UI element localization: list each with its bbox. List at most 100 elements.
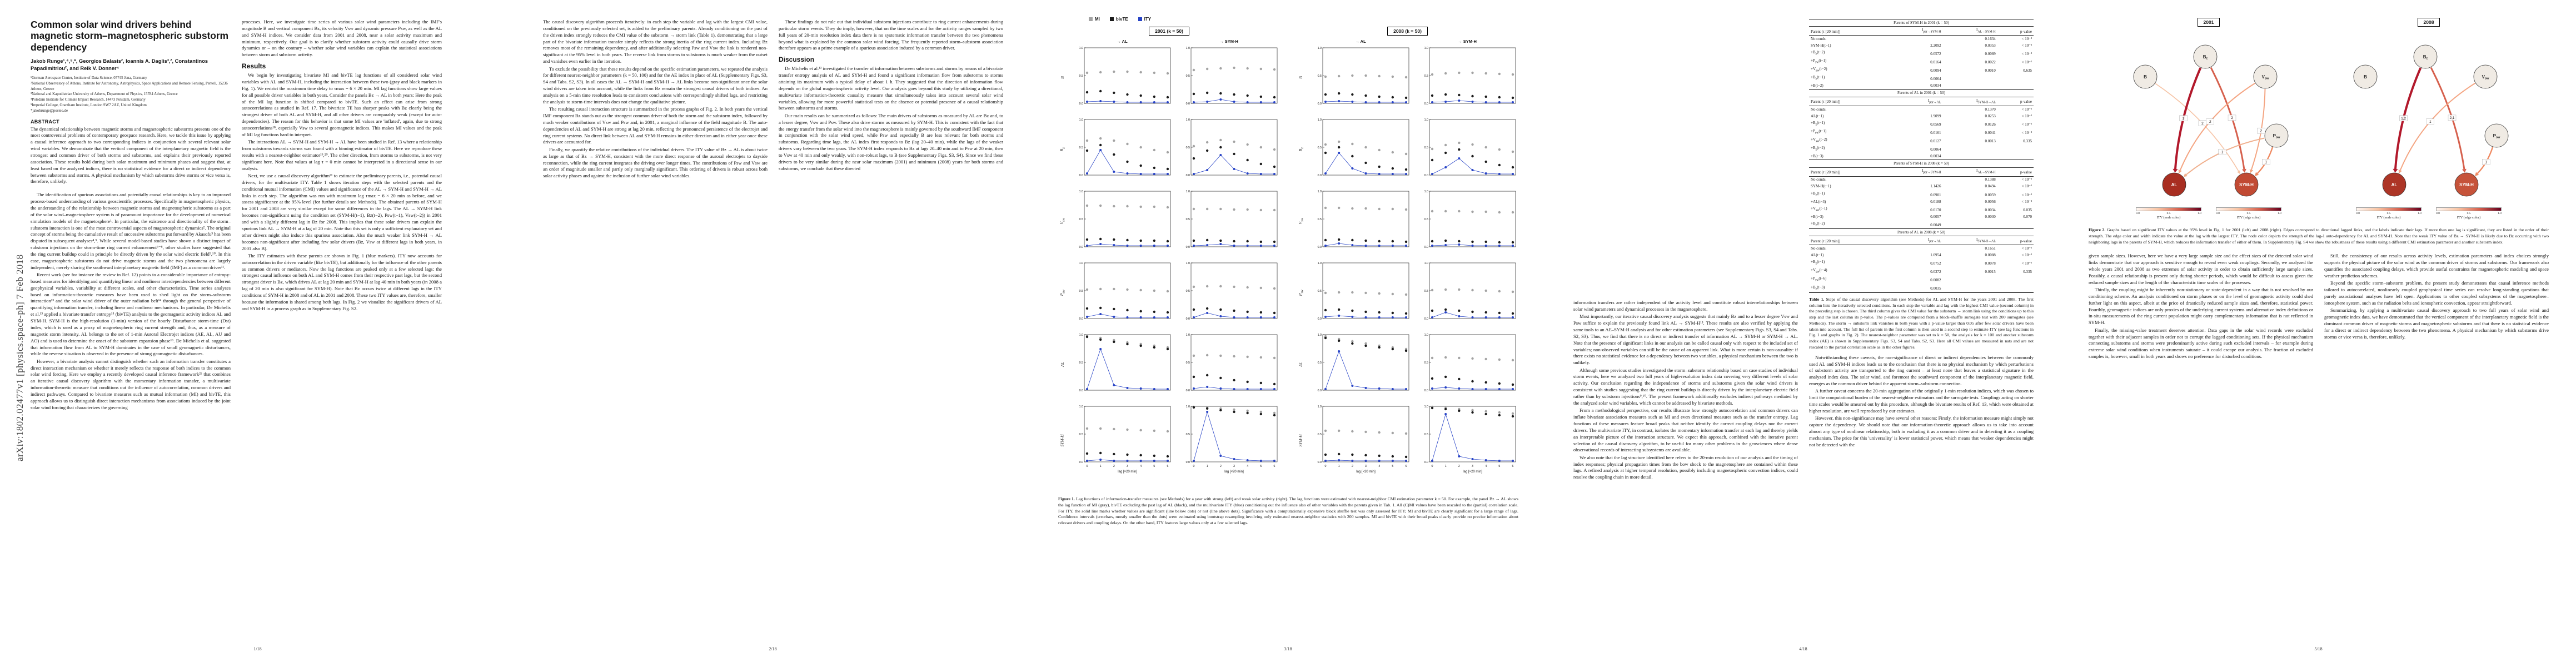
spacer [1058, 39, 1067, 44]
fig1-row-label: B [1060, 76, 1065, 79]
table-section-title: Parents of SYM-H in 2001 (k = 50) [1809, 18, 2034, 27]
affiliations: ¹German Aerospace Center, Institute of D… [31, 76, 231, 114]
table-row: SYM-H(t−1) 1.1426 0.0494 < 10⁻³ [1809, 183, 2034, 190]
page2-right-column: These findings do not rule out that indi… [779, 19, 1003, 181]
table-cell: 0.0010 [1985, 68, 1996, 73]
table-cell: 0.1388 [1985, 177, 1996, 182]
fig1-row-label: Vsw [1297, 217, 1304, 225]
fig1-panel-cell: 1.0 0.5 0.0 [1309, 188, 1412, 253]
svg-text:Psw: Psw [2493, 133, 2500, 140]
table-row: +Psw(t−1) 0.0164 0.0022 < 10⁻² [1809, 57, 2034, 66]
svg-text:0.5: 0.5 [1424, 146, 1428, 150]
svg-text:0.5: 0.5 [1079, 433, 1083, 436]
table-cell: 0.0494 [1985, 184, 1996, 189]
discussion-paragraphs: De Michelis et al.¹³ investigated the tr… [779, 66, 1003, 172]
colorbar-tick: 0.0 [2136, 212, 2140, 215]
table-cell: 0.035 [2023, 207, 2032, 212]
svg-text:lag [×20 min]: lag [×20 min] [1224, 470, 1244, 474]
page-2: The causal discovery algorithm proceeds … [515, 0, 1030, 667]
table-row: No conds. 0.1634 < 10⁻³ [1809, 36, 2034, 43]
fig1-panel: 1.0 0.5 0.0 0 1 2 3 4 5 6 lag [×20 min] [1424, 405, 1516, 474]
svg-text:0: 0 [1325, 465, 1327, 468]
body-paragraph: Thirdly, the coupling might be inherentl… [2089, 287, 2313, 326]
figure2-caption-text: Graphs based on significant ITY values a… [2089, 227, 2549, 245]
fig1-panel-cell: 1.0 0.5 0.0 [1178, 260, 1280, 325]
body-paragraph: The ITY estimates with these parents are… [242, 252, 442, 311]
fig1-panel: 1.0 0.5 0.0 [1424, 262, 1516, 321]
table-cell [1942, 284, 1997, 293]
colorbar-label: ITY (edge color) [2457, 216, 2481, 220]
table-cell: +Vsw(t−2) [1811, 137, 1827, 143]
svg-text:Bz: Bz [2203, 54, 2208, 61]
page-number: 2/18 [769, 646, 777, 651]
legend-swatch [1089, 17, 1093, 21]
table-cell: AL(t−1) [1811, 113, 1824, 118]
table-cell: 0.0126 [1985, 122, 1996, 127]
page2-left-column: The causal discovery algorithm proceeds … [543, 19, 768, 181]
table-cell: +Bz(t−2) [1811, 221, 1825, 227]
fig1-panel: 1.0 0.5 0.0 [1318, 262, 1409, 321]
table-cell: < 10⁻³ [2021, 43, 2032, 48]
table-cell: SYM-H(t−1) [1811, 43, 1831, 48]
legend-swatch [1138, 17, 1142, 21]
svg-text:6: 6 [1167, 465, 1169, 468]
svg-text:1.0: 1.0 [1318, 190, 1322, 193]
table-cell: 0.0188 [1930, 199, 1941, 204]
abstract-heading: ABSTRACT [31, 118, 59, 125]
table-cell [1942, 276, 1997, 284]
table-cell [1942, 220, 1997, 229]
table-cell: 0.0078 [1985, 261, 1996, 266]
svg-text:1.0: 1.0 [1079, 118, 1083, 122]
colorbar-tick: 1.0 [2198, 212, 2201, 215]
fig1-panel-cell: 1.0 0.5 0.0 0 1 2 3 4 5 6 lag [×20 min] [1416, 404, 1518, 477]
fig1-panel: 1.0 0.5 0.0 [1079, 47, 1171, 106]
svg-text:0.5: 0.5 [1186, 74, 1190, 78]
table-cell: +Vsw(t−2) [1811, 67, 1827, 73]
fig1-year-label: 2008 (k = 50) [1387, 27, 1428, 36]
table-cell: < 10⁻³ [2021, 246, 2032, 251]
body-paragraph: Although some previous studies investiga… [1573, 367, 1798, 406]
fig1-panel-grid: B 1.0 0.5 0.0 1.0 0.5 0.0 Bz 1.0 0.5 0.0 1.0 0.5 0.0 V… [1058, 45, 1280, 477]
table-section-title-row: Parents of AL in 2008 (k = 50) [1809, 228, 2034, 236]
fig1-panel: 1.0 0.5 0.0 [1079, 118, 1171, 177]
svg-text:1.0: 1.0 [1186, 334, 1190, 337]
table-cell: +Bz(t−1) [1811, 120, 1825, 127]
body-paragraph: We begin by investigating bivariate MI a… [242, 72, 442, 137]
table-cell [1997, 153, 2034, 160]
svg-text:1.0: 1.0 [1318, 118, 1322, 122]
svg-text:5: 5 [1498, 465, 1500, 468]
fig1-panel-cell: 1.0 0.5 0.0 [1416, 117, 1518, 182]
table-row: +B(t−3) 0.0034 [1809, 153, 2034, 160]
table-cell: 0.0372 [1930, 270, 1941, 275]
results-heading: Results [242, 62, 266, 71]
colorbar-tick: 0.5 [2246, 212, 2251, 215]
table-header-row: Parent (τ [20 min]) Ipar→AL ISYM-H→AL p-val… [1809, 96, 2034, 106]
table-row: SYM-H(t−1) 2.2092 0.0353 < 10⁻³ [1809, 42, 2034, 49]
arxiv-stamp: arXiv:1802.02477v1 [physics.space-ph] 7 … [14, 254, 25, 461]
svg-text:0.0: 0.0 [1186, 246, 1190, 249]
colorbar-gradient [2216, 207, 2281, 211]
figure-2: 2001 2 1 2 2 2 1 1 B Bz Vsw Psw AL SYM-H 0.0 0.5 1.0 ITY … [2089, 17, 2549, 220]
fig1-panel-cell: 1.0 0.5 0.0 [1178, 117, 1280, 182]
svg-text:2: 2 [2231, 116, 2233, 120]
fig1-row-label-cell: B [1058, 45, 1067, 110]
table-cell: No conds. [1811, 36, 1827, 41]
table-section-title-row: Parents of SYM-H in 2008 (k = 50) [1809, 160, 2034, 168]
table-row: +Bz(t−1) 0.0752 0.0078 < 10⁻³ [1809, 259, 2034, 267]
fig1-panel-cell: 1.0 0.5 0.0 [1178, 332, 1280, 397]
svg-text:1.0: 1.0 [1186, 405, 1190, 409]
svg-text:2: 2 [2209, 120, 2211, 124]
svg-text:0.0: 0.0 [1318, 102, 1322, 106]
svg-text:lag [×20 min]: lag [×20 min] [1118, 470, 1137, 474]
table-row: No conds. 0.1651 < 10⁻³ [1809, 245, 2034, 252]
svg-text:SYM-H: SYM-H [2459, 182, 2474, 187]
table-row: AL(t−1) 1.9099 0.0253 < 10⁻³ [1809, 113, 2034, 120]
table-header-cell: p-value [1997, 236, 2034, 246]
intro-continued: processes. Here, we investigate time ser… [242, 19, 442, 58]
body-paragraph: However, a bivariate analysis cannot dis… [31, 358, 231, 410]
page-number: 4/18 [1799, 646, 1807, 651]
table-section-title: Parents of SYM-H in 2008 (k = 50) [1809, 160, 2034, 168]
body-paragraph: However, this non-significance may have … [1809, 415, 2034, 447]
colorbar: 0.0 0.5 1.0 ITY (node color) [2136, 207, 2201, 220]
svg-text:Vsw: Vsw [2262, 74, 2269, 81]
